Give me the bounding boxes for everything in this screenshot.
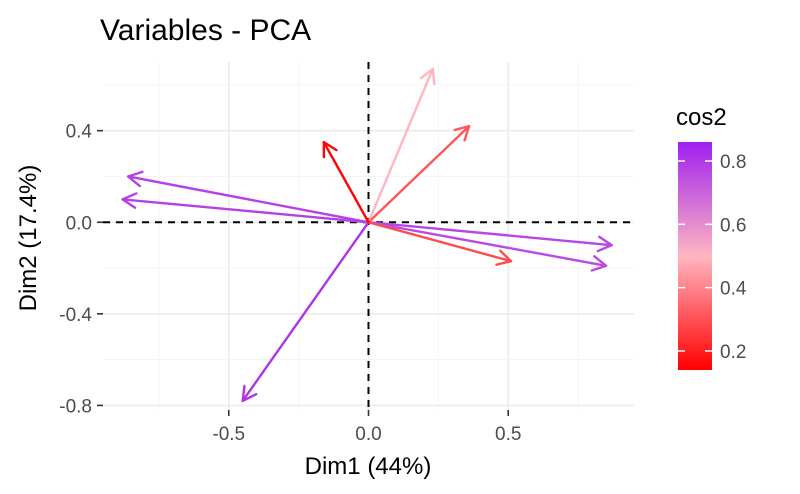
x-axis-title: Dim1 (44%) (305, 453, 432, 480)
legend-tick-label: 0.4 (720, 279, 747, 300)
legend-title: cos2 (676, 104, 727, 131)
x-tick-label: 0.5 (495, 424, 521, 445)
x-tick-label: -0.5 (212, 424, 245, 445)
variable-arrow-2 (367, 221, 608, 272)
y-tick-label: 0.4 (66, 122, 93, 143)
legend-tick-label: 0.8 (720, 152, 746, 173)
variable-arrow-9 (322, 140, 370, 224)
legend-tick-label: 0.2 (720, 342, 746, 363)
y-tick-label: -0.4 (59, 305, 92, 326)
legend-colorbar (678, 142, 712, 370)
variable-arrow-7 (367, 124, 471, 224)
x-tick-label: 0.0 (355, 424, 381, 445)
legend-tick-label: 0.6 (720, 215, 746, 236)
variable-arrow-5 (241, 221, 370, 403)
y-tick-label: -0.8 (59, 396, 92, 417)
y-tick-label: 0.0 (66, 213, 92, 234)
variable-arrow-8 (367, 221, 513, 266)
axes: -0.5 0.0 0.5 -0.8 -0.4 0.0 0.4 (59, 122, 521, 445)
variable-arrow-1 (367, 221, 613, 253)
y-axis-title: Dim2 (17.4%) (15, 165, 42, 312)
variable-vectors (121, 67, 613, 403)
chart-title: Variables - PCA (100, 14, 311, 47)
variable-arrow-4 (121, 192, 370, 224)
variable-arrow-3 (126, 170, 370, 224)
variable-arrow-6 (367, 67, 436, 224)
legend: cos2 0.2 0.4 0.6 0.8 (676, 104, 747, 370)
